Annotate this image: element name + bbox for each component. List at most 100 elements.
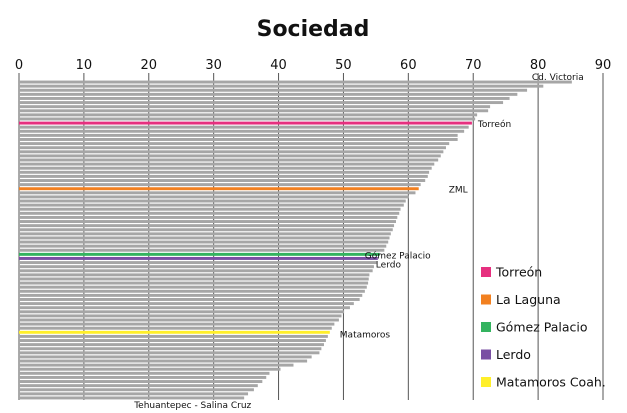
bar	[19, 380, 263, 384]
bar	[19, 117, 476, 121]
bar	[19, 125, 469, 129]
bar	[19, 207, 401, 211]
legend-swatch	[481, 294, 491, 305]
bar	[19, 314, 342, 318]
legend-label: La Laguna	[496, 292, 561, 307]
bar	[19, 179, 426, 182]
bar	[19, 289, 365, 293]
x-tick-label: 60	[400, 58, 417, 73]
x-tick-label: 70	[465, 58, 482, 73]
bar	[19, 388, 254, 392]
bar	[19, 269, 373, 273]
bar	[19, 375, 267, 379]
x-tick-label: 0	[15, 58, 23, 73]
bar-label: Matamoros	[340, 330, 391, 340]
bar	[19, 285, 367, 289]
bar-highlighted	[19, 121, 472, 125]
bar	[19, 322, 335, 326]
bars	[19, 80, 572, 400]
bar	[19, 244, 387, 248]
bar	[19, 232, 391, 236]
bar	[19, 162, 435, 166]
bar	[19, 170, 430, 174]
bar	[19, 384, 258, 388]
bar	[19, 355, 312, 359]
bar	[19, 199, 406, 203]
bar	[19, 220, 396, 224]
bar	[19, 191, 416, 195]
bar	[19, 310, 345, 314]
x-tick-label: 90	[595, 58, 612, 73]
legend-label: Matamoros Coah.	[496, 375, 606, 390]
bar	[19, 293, 363, 297]
bar	[19, 105, 491, 109]
bar	[19, 158, 439, 162]
x-tick-label: 30	[205, 58, 222, 73]
bar	[19, 261, 377, 265]
bar	[19, 277, 369, 281]
bar	[19, 343, 324, 347]
x-tick-label: 40	[270, 58, 287, 73]
legend-swatch	[481, 322, 491, 332]
bar	[19, 183, 421, 187]
bar-label: Lerdo	[376, 261, 402, 271]
bar	[19, 150, 444, 154]
bar	[19, 363, 294, 367]
legend: Torreón La Laguna Gómez Palacio Lerdo Matamo…	[481, 265, 606, 390]
bar	[19, 396, 245, 400]
bar	[19, 109, 489, 113]
legend-label: Torreón	[495, 265, 542, 280]
bar	[19, 211, 400, 215]
legend-swatch	[481, 349, 491, 360]
bar	[19, 113, 478, 117]
chart-title: Sociedad	[257, 17, 370, 42]
bar	[19, 166, 432, 170]
legend-swatch	[481, 377, 491, 387]
bar	[19, 236, 390, 240]
bar-label: Gómez Palacio	[365, 250, 431, 261]
bar	[19, 265, 374, 269]
bar	[19, 248, 385, 252]
bar	[19, 281, 369, 285]
bar-highlighted	[19, 252, 380, 256]
bar	[19, 80, 572, 84]
bar	[19, 138, 458, 141]
bar	[19, 174, 428, 178]
bar	[19, 203, 404, 207]
bar	[19, 298, 360, 301]
bar	[19, 273, 370, 277]
legend-swatch	[481, 267, 491, 277]
bar	[19, 129, 465, 133]
x-tick-label: 20	[141, 58, 158, 73]
bar	[19, 392, 249, 396]
bar	[19, 224, 395, 228]
bar	[19, 371, 270, 375]
bar-highlighted	[19, 330, 330, 334]
bar	[19, 154, 441, 158]
bar	[19, 142, 450, 146]
legend-label: Gómez Palacio	[496, 320, 588, 335]
bar	[19, 306, 350, 310]
bar	[19, 92, 518, 96]
bar	[19, 195, 409, 199]
x-tick-label: 80	[530, 58, 547, 73]
bar-label: Cd. Victoria	[532, 73, 584, 83]
x-tick-label: 10	[76, 58, 93, 73]
bar	[19, 84, 544, 88]
bar	[19, 240, 389, 244]
bar	[19, 88, 528, 92]
bar	[19, 318, 339, 322]
bar-highlighted	[19, 256, 378, 260]
x-axis-ticks: 0 10 20 30 40 50 60 70 80 90	[15, 58, 611, 73]
bar	[19, 146, 446, 150]
bar	[19, 96, 510, 100]
bar-highlighted	[19, 187, 419, 191]
bar	[19, 347, 322, 351]
bar	[19, 351, 320, 355]
bar	[19, 334, 328, 338]
bar-label: Tehuantepec - Salina Cruz	[133, 401, 251, 411]
bar	[19, 133, 458, 137]
